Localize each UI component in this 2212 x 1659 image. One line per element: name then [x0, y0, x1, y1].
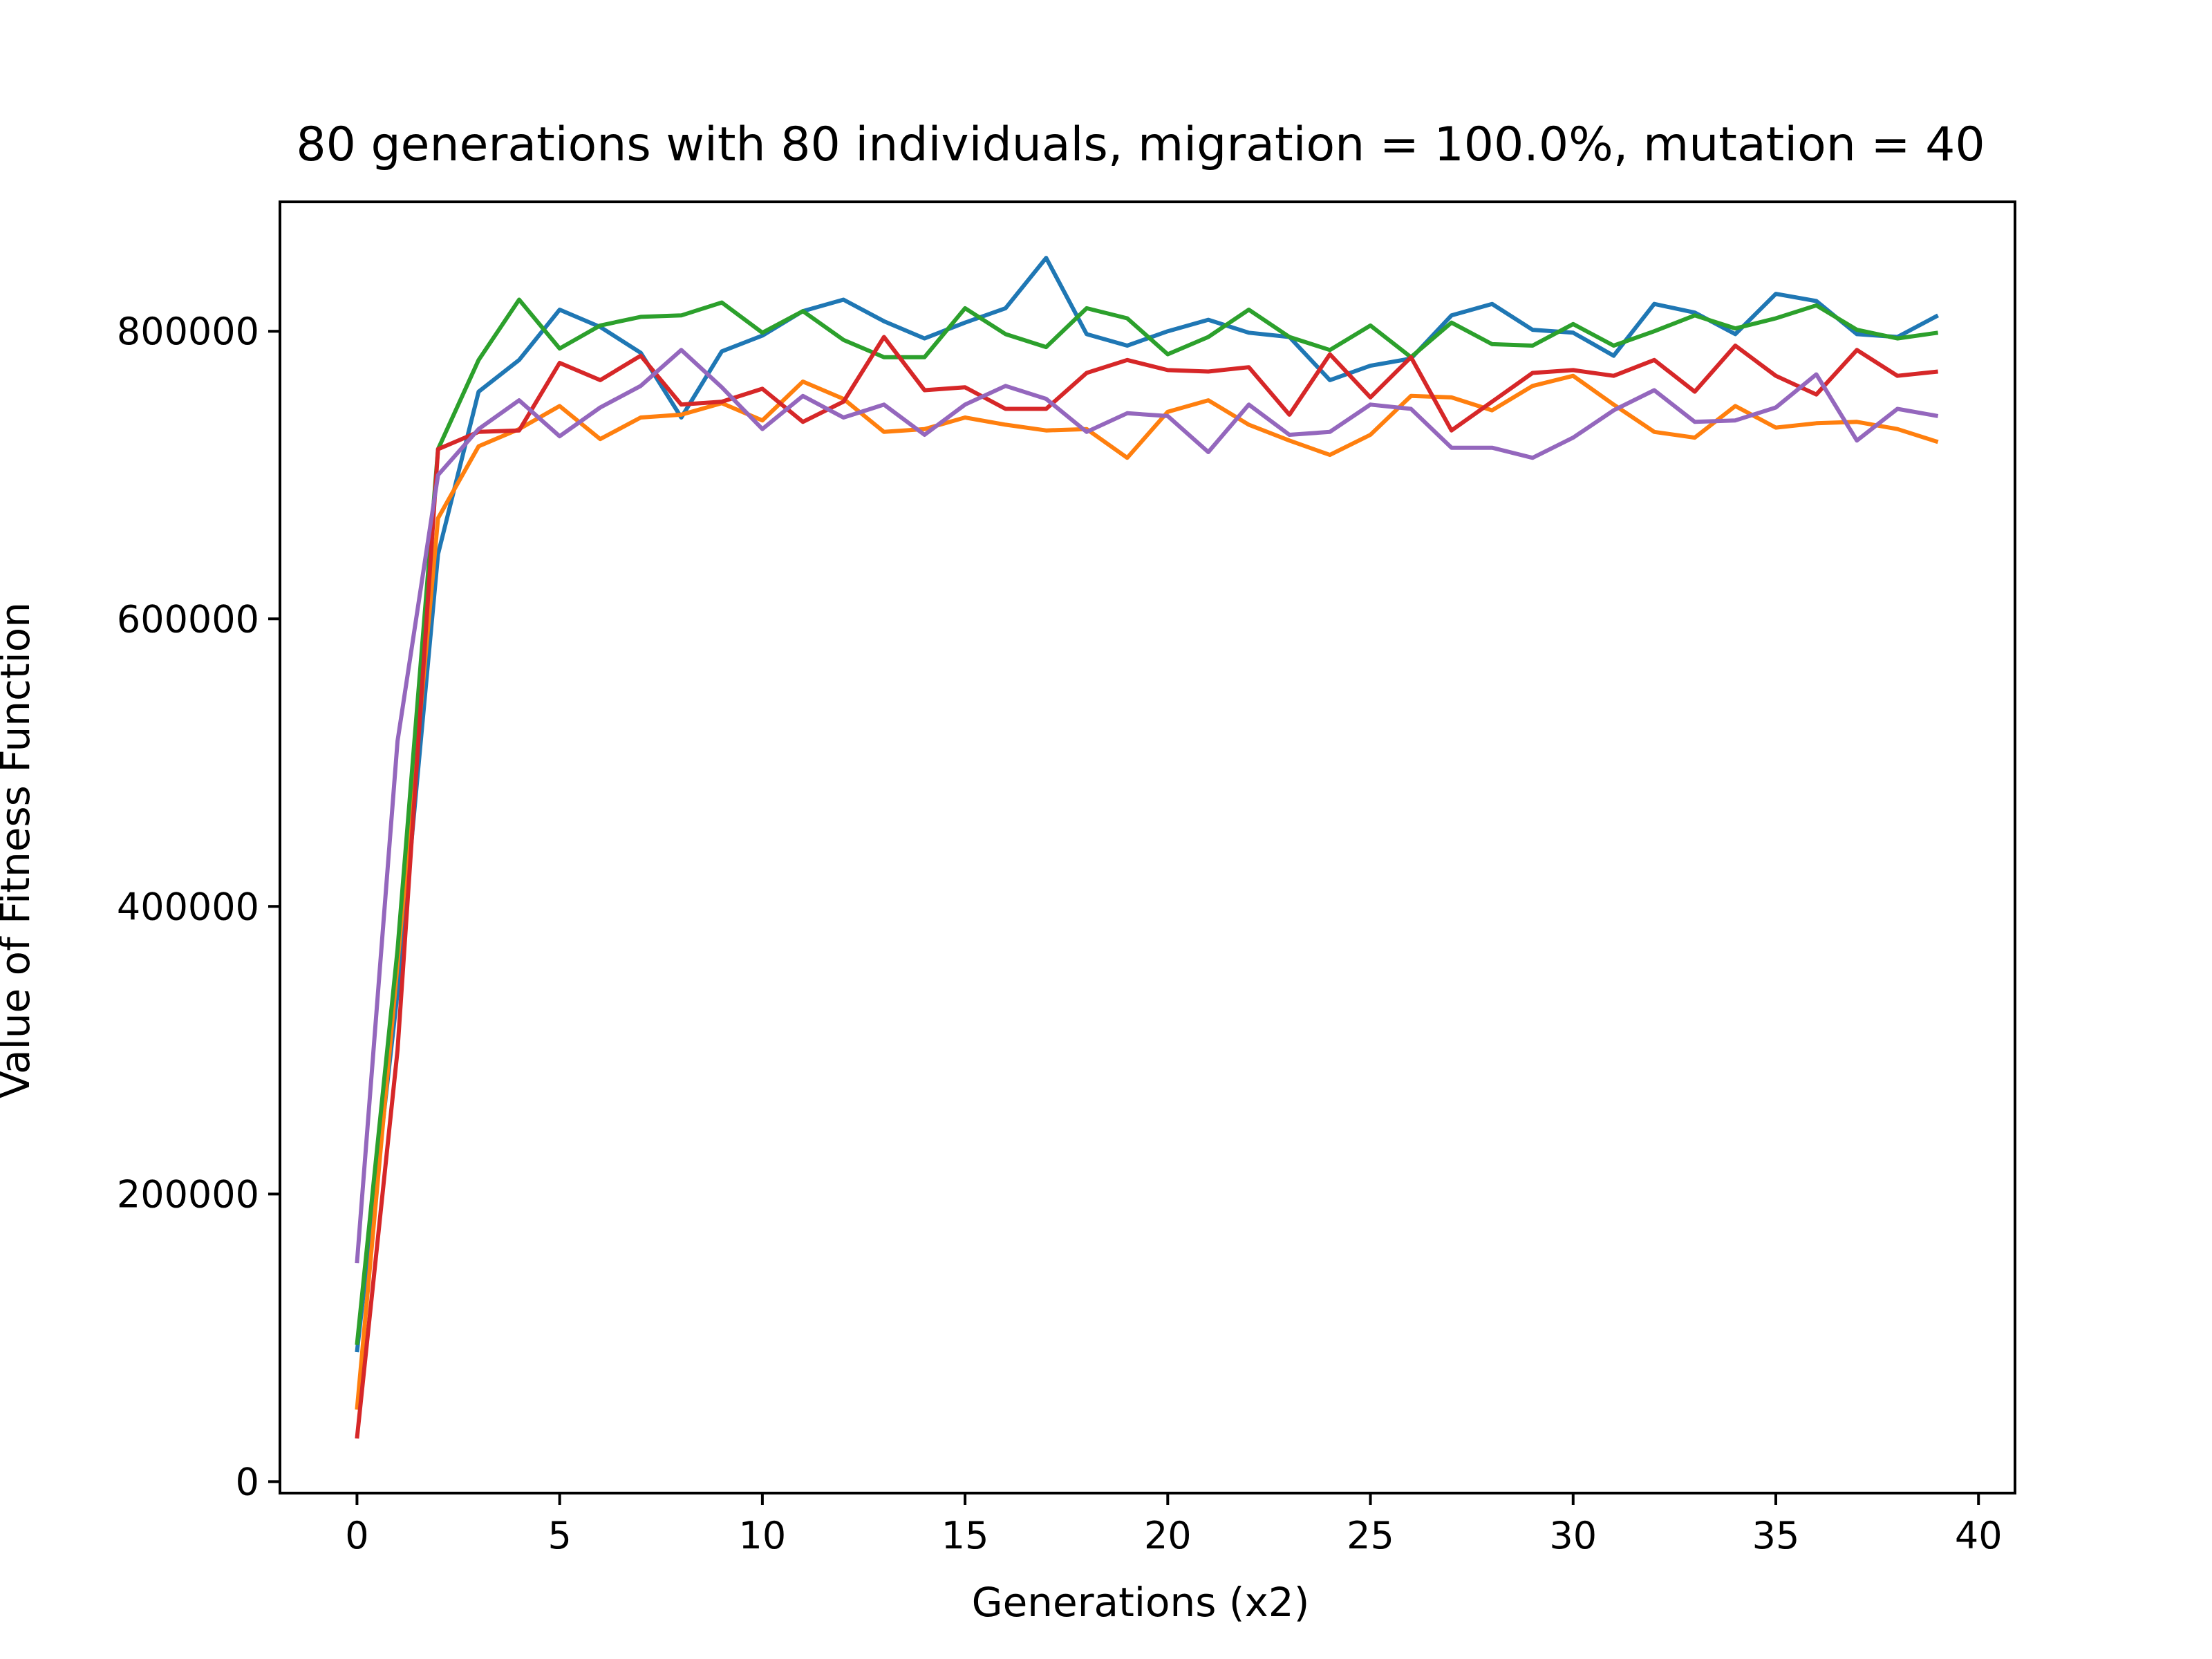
y-tick-label: 200000 [117, 1172, 259, 1216]
y-axis-label: Value of Fitness Function [0, 602, 39, 1098]
chart-title: 80 generations with 80 individuals, migr… [296, 118, 1985, 172]
axes-frame [279, 200, 2016, 1494]
y-tick-label: 600000 [117, 597, 259, 641]
x-tick-label: 5 [547, 1514, 571, 1557]
y-tick-label: 0 [236, 1460, 259, 1503]
plot-area: 0 5 10 15 20 25 30 35 40 0 200000 400000 600000 8000… [117, 200, 2016, 1557]
x-tick-label: 35 [1752, 1514, 1800, 1557]
x-axis-label: Generations (x2) [972, 1579, 1310, 1626]
y-tick-label: 400000 [117, 885, 259, 928]
series-group [355, 256, 1940, 1439]
x-tick-label: 20 [1144, 1514, 1192, 1557]
series-line-2 [355, 373, 1939, 1410]
x-tick-label: 10 [739, 1514, 787, 1557]
series-line-3 [355, 297, 1939, 1346]
series-line-4 [355, 335, 1938, 1439]
x-tick-label: 30 [1549, 1514, 1597, 1557]
x-tick-label: 15 [941, 1514, 989, 1557]
y-tick-label: 800000 [117, 310, 259, 353]
x-tick-label: 40 [1955, 1514, 2003, 1557]
x-axis-ticks: 0 5 10 15 20 25 30 35 40 [345, 1493, 2003, 1557]
x-tick-label: 0 [345, 1514, 368, 1557]
y-axis-ticks: 0 200000 400000 600000 800000 [117, 310, 280, 1503]
x-tick-label: 25 [1347, 1514, 1394, 1557]
series-line-5 [355, 348, 1939, 1264]
